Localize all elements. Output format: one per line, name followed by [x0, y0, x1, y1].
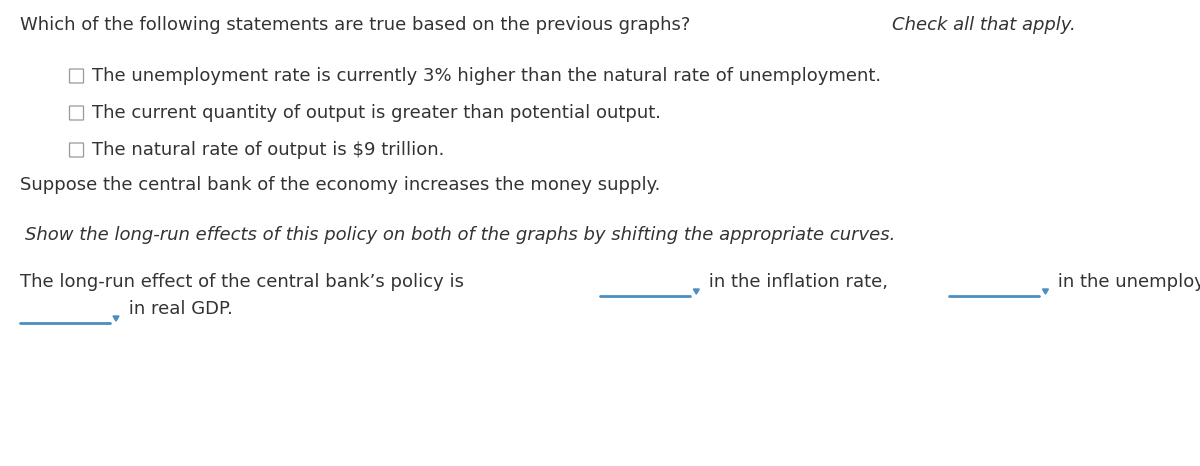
Polygon shape	[694, 289, 700, 294]
Text: The unemployment rate is currently 3% higher than the natural rate of unemployme: The unemployment rate is currently 3% hi…	[92, 67, 881, 85]
Text: Which of the following statements are true based on the previous graphs?: Which of the following statements are tr…	[20, 16, 696, 34]
FancyBboxPatch shape	[70, 69, 84, 83]
FancyBboxPatch shape	[70, 143, 84, 157]
Text: The current quantity of output is greater than potential output.: The current quantity of output is greate…	[92, 104, 661, 122]
Text: The natural rate of output is $9 trillion.: The natural rate of output is $9 trillio…	[92, 141, 444, 159]
Text: Show the long-run effects of this policy on both of the graphs by shifting the a: Show the long-run effects of this policy…	[25, 226, 895, 244]
Text: Suppose the central bank of the economy increases the money supply.: Suppose the central bank of the economy …	[20, 176, 660, 194]
Text: Check all that apply.: Check all that apply.	[893, 16, 1076, 34]
Polygon shape	[113, 316, 119, 321]
Text: in the inflation rate,: in the inflation rate,	[703, 273, 894, 291]
Text: in real GDP.: in real GDP.	[124, 300, 233, 318]
Text: in the unemployment rate, and: in the unemployment rate, and	[1052, 273, 1200, 291]
Polygon shape	[1043, 289, 1049, 294]
Text: The long-run effect of the central bank’s policy is: The long-run effect of the central bank’…	[20, 273, 469, 291]
FancyBboxPatch shape	[70, 106, 84, 120]
